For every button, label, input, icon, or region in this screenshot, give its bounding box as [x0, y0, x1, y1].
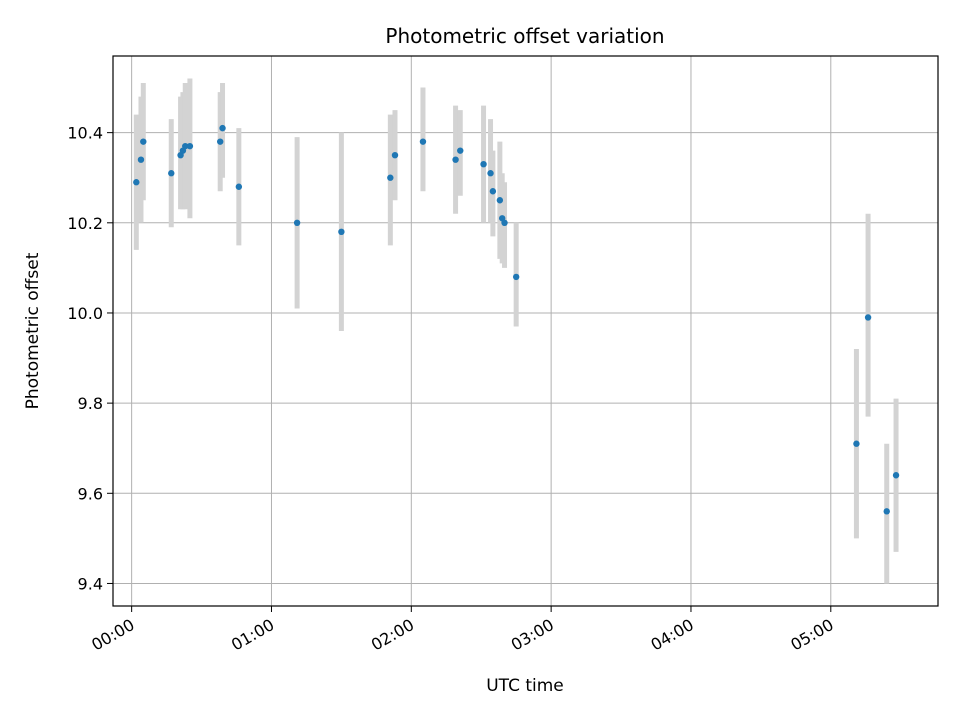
y-axis-label: Photometric offset: [23, 252, 43, 409]
data-point: [883, 508, 890, 515]
data-point: [487, 170, 494, 177]
y-tick-label: 10.0: [67, 304, 103, 323]
grid: [113, 56, 938, 606]
data-point: [217, 138, 224, 145]
chart-title: Photometric offset variation: [385, 24, 664, 48]
data-point: [501, 219, 508, 227]
y-tick-label: 9.6: [78, 484, 103, 503]
data-point: [186, 142, 194, 150]
data-point: [133, 179, 140, 186]
data-point: [387, 174, 394, 181]
data-point: [168, 170, 175, 177]
x-axis-label: UTC time: [486, 676, 564, 696]
data-point: [853, 440, 860, 447]
y-tick-label: 9.4: [78, 574, 103, 593]
data-point: [293, 219, 301, 227]
data-point: [137, 156, 145, 163]
y-tick-label: 10.2: [67, 214, 103, 233]
data-point: [480, 160, 487, 168]
data-point: [140, 138, 147, 145]
data-point: [235, 183, 243, 190]
data-point: [452, 156, 459, 163]
y-tick-label: 9.8: [78, 394, 103, 413]
data-point: [496, 197, 504, 204]
data-point: [391, 151, 399, 159]
data-point: [457, 147, 464, 154]
data-point: [182, 142, 189, 150]
y-tick-label: 10.4: [67, 124, 103, 143]
data-point: [489, 188, 497, 195]
data-point: [864, 314, 872, 321]
data-point: [219, 124, 226, 132]
plot-frame: [112, 55, 939, 607]
data-points: [133, 124, 900, 515]
data-point: [512, 273, 520, 281]
data-point: [419, 138, 427, 145]
data-point: [338, 228, 345, 236]
data-point: [892, 472, 900, 479]
